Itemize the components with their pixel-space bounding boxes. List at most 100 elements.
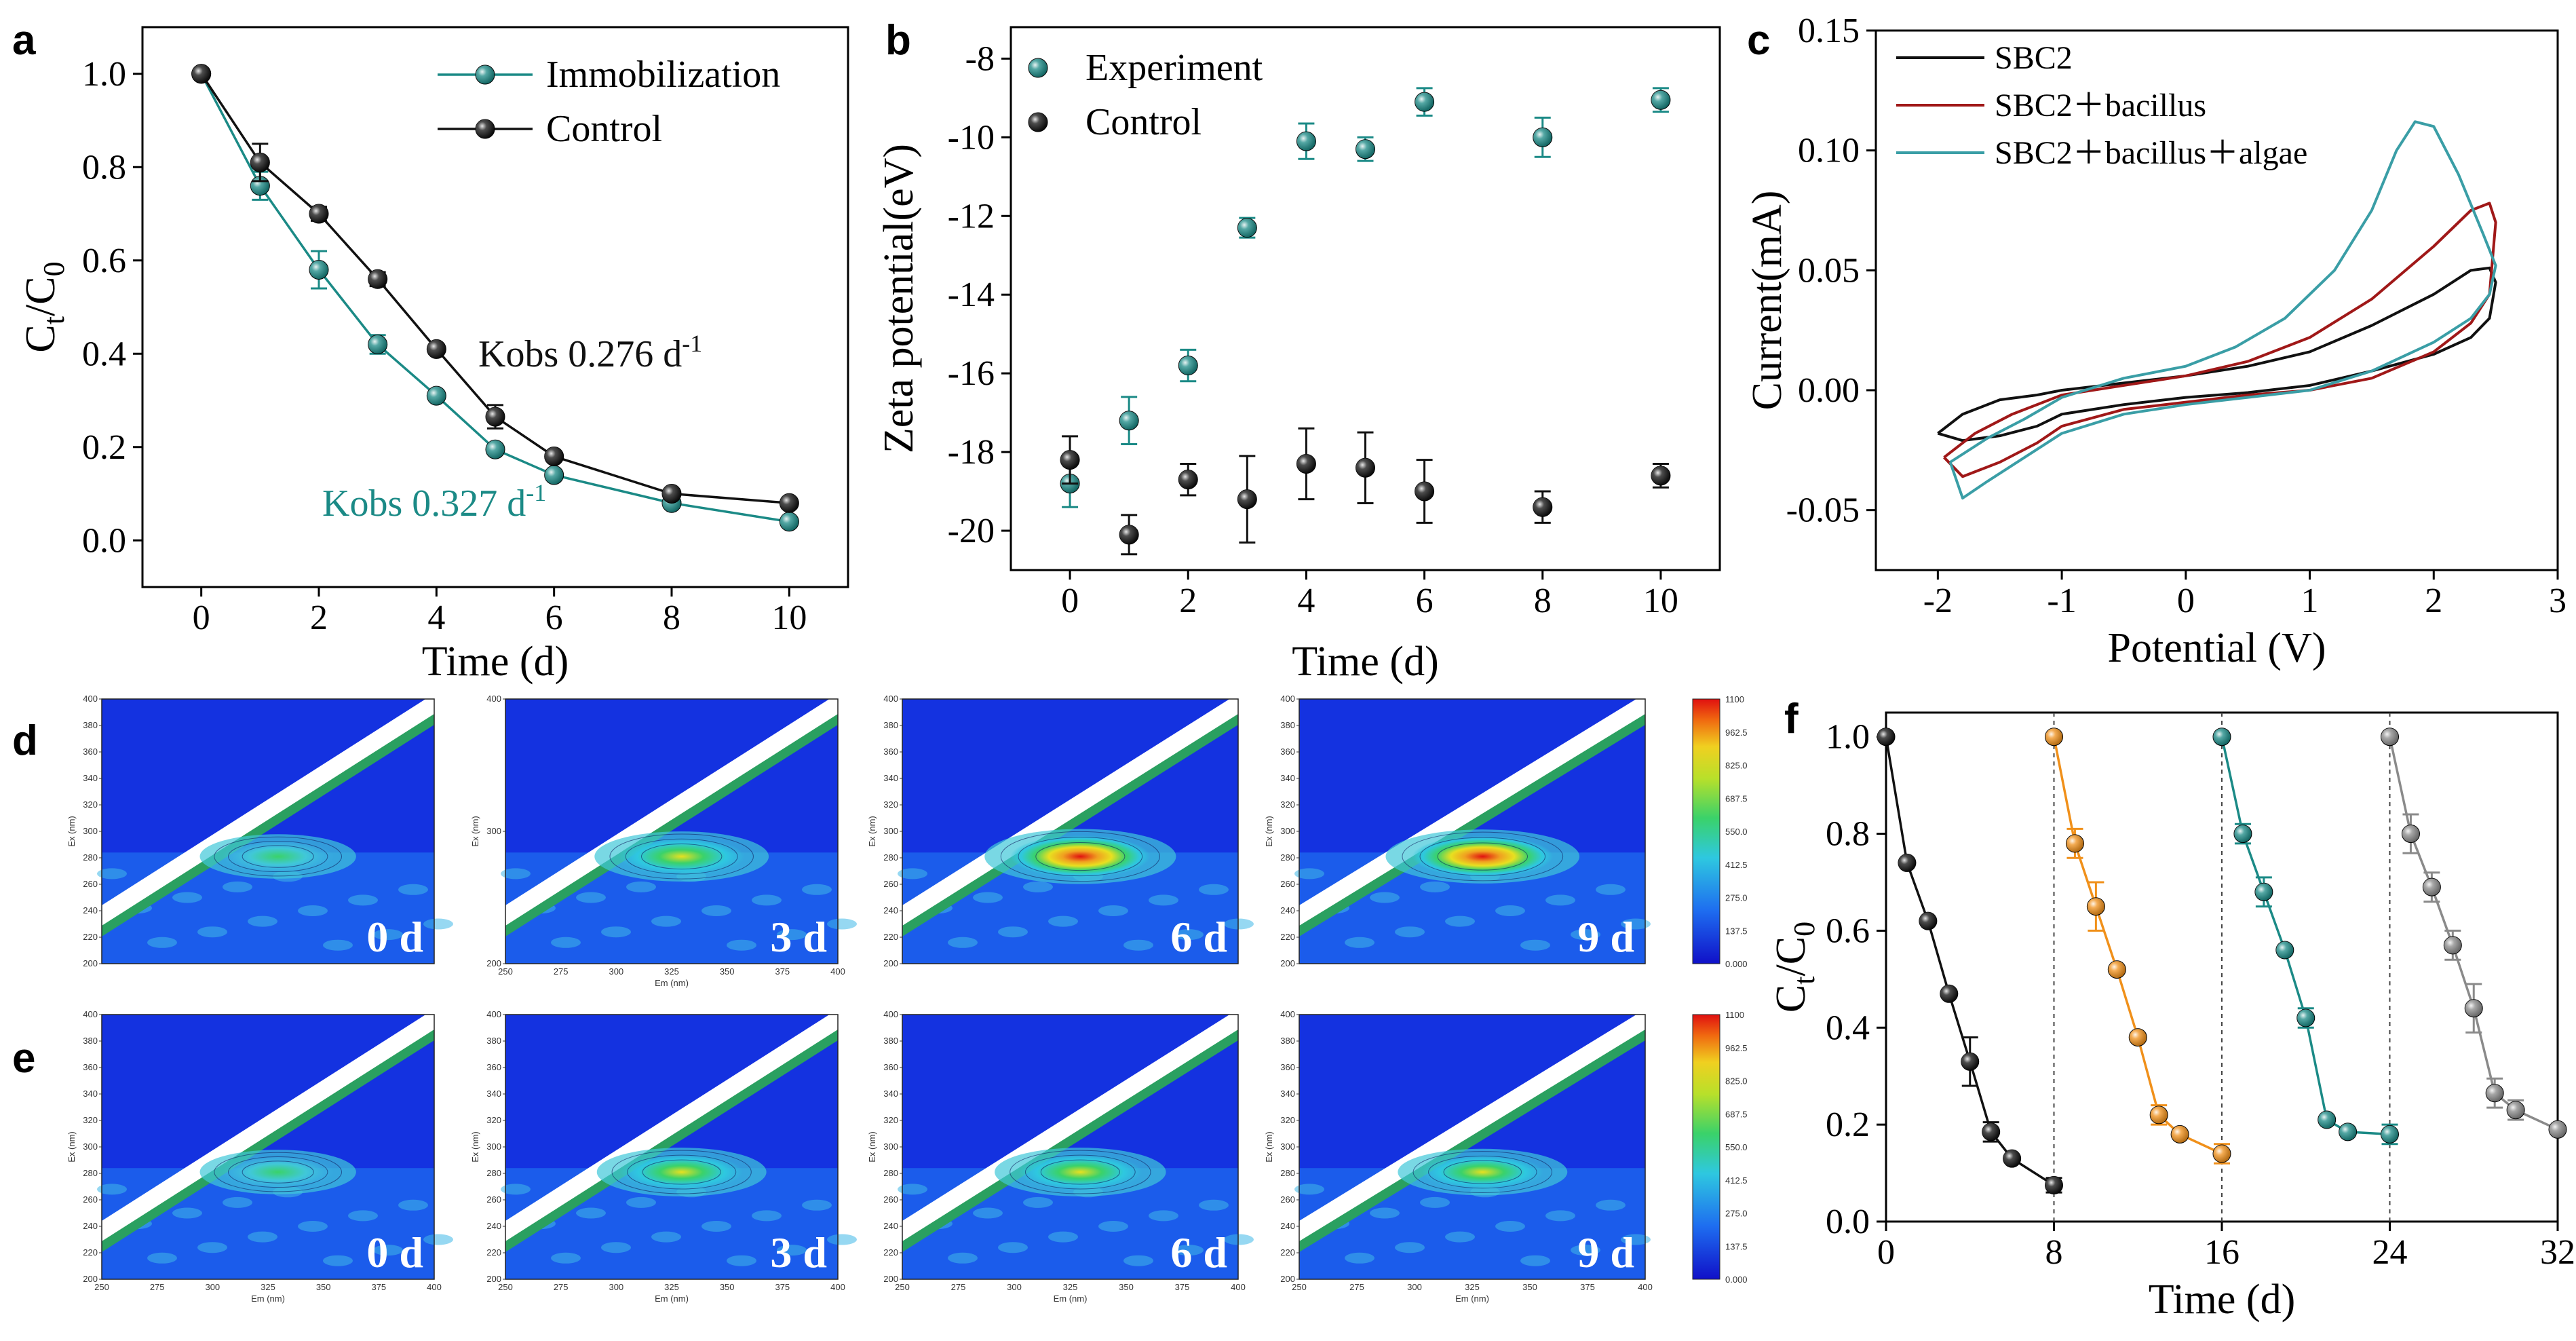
eem-xtick-label: 400 [830,966,845,977]
data-point [426,385,446,406]
panel-b-letter: b [885,17,911,64]
eem-noise [501,868,531,880]
y-tick-label: 0.0 [1826,1203,1870,1241]
eem-contour [214,1152,343,1192]
data-point [1356,457,1375,478]
eem-peak [620,1154,743,1191]
y-tick-label: 0.00 [1798,371,1860,410]
eem-ytick-label: 320 [1280,799,1295,810]
eem-ytick-label: 340 [486,1089,501,1099]
eem-ytick-label: 320 [83,799,98,810]
eem-noise [97,868,127,880]
eem-noise [576,892,606,903]
x-tick-label: 16 [2204,1233,2239,1272]
eem-noise [1174,1245,1204,1256]
eem-xtick-label: 375 [1580,1282,1595,1292]
legend-marker [1028,112,1048,132]
eem-green-edge [505,713,838,937]
eem-noise [777,929,807,941]
eem-ytick-label: 400 [1280,1009,1295,1019]
data-point [368,335,388,354]
series-line [1885,736,2055,1186]
x-axis-label: Potential (V) [2108,625,2326,671]
eem-ytick-label: 220 [486,1247,501,1258]
y-tick-label: 0.15 [1798,12,1860,50]
eem-noise [973,892,1003,903]
eem-ytick-label: 260 [1280,879,1295,889]
data-point [2065,834,2084,853]
eem-colorbar-d: 1100 962.5 825.0 687.5 550.0 412.5 275.0 137.5 0… [1692,694,1748,969]
eem-xtick-label: 300 [609,1282,623,1292]
cv-curve-1 [1943,202,2497,478]
colorbar-label: 137.5 [1725,926,1748,936]
eem-noise [1149,1210,1178,1222]
eem-noise [752,894,782,906]
colorbar-label: 137.5 [1725,1241,1748,1251]
eem-ylabel: Ex (nm) [470,1131,480,1163]
eem-e-1: 200 220 240 260 280 300 320 340 360 380 400 250 275 3… [470,1009,857,1304]
x-tick-label: -2 [1923,582,1953,620]
eem-ytick-label: 220 [883,932,898,942]
y-tick-label: 1.0 [82,55,126,94]
eem-scatter-band [902,1009,1238,1241]
y-tick-label: 0.6 [1826,911,1870,950]
eem-xtick-label: 300 [1007,1282,1022,1292]
eem-ytick-label: 220 [883,1247,898,1258]
eem-ytick-label: 300 [83,1141,98,1152]
eem-ytick-label: 400 [486,694,501,704]
eem-ytick-label: 380 [486,1036,501,1046]
colorbar-label: 550.0 [1725,827,1748,837]
eem-noise [1420,881,1450,892]
eem-noise [323,1255,353,1266]
eem-contour [1428,1155,1537,1189]
data-point [1940,984,1959,1003]
eem-ytick-label: 300 [883,1141,898,1152]
eem-xtick-label: 375 [1175,1282,1190,1292]
series-control [191,64,799,513]
eem-ytick-label: 200 [1280,1274,1295,1284]
data-point [544,447,564,466]
colorbar-label: 962.5 [1725,728,1748,738]
plot-frame [141,26,849,588]
x-tick-label: 6 [545,599,563,637]
eem-peak [618,837,745,876]
colorbar-label: 962.5 [1725,1043,1748,1053]
eem-contour [1024,1154,1136,1190]
panel-c-letter: c [1747,17,1770,64]
y-tick-label: -8 [965,39,995,78]
eem-noise [1596,884,1626,895]
eem-noise [1294,1184,1324,1195]
eem-day-label: 3 d [770,1228,827,1277]
data-point [1919,911,1938,930]
data-point [2422,877,2441,896]
eem-xtick-label: 250 [498,966,513,977]
eem-contour [1035,842,1126,871]
eem-ytick-label: 360 [83,1062,98,1072]
eem-noise [802,884,832,895]
eem-ytick-label: 400 [83,694,98,704]
eem-noise [777,1245,807,1256]
eem-day-label: 0 d [366,1228,423,1277]
data-point [2254,882,2273,901]
data-point [1237,218,1257,238]
eem-ytick-label: 340 [883,1089,898,1099]
eem-noise [948,1252,978,1264]
y-tick-label: 0.2 [1826,1106,1870,1144]
legend-marker [475,119,495,139]
x-tick-label: 0 [193,599,210,637]
eem-noise [651,915,681,927]
eem-xtick-label: 350 [720,1282,735,1292]
y-tick-label: 0.8 [82,148,126,187]
eem-scatter-band [102,694,434,926]
eem-noise [1048,1231,1078,1243]
eem-xtick-label: 400 [1231,1282,1246,1292]
data-point [2086,897,2105,916]
eem-xtick-label: 275 [554,1282,569,1292]
legend-label: SBC2＋bacillus [1995,88,2206,124]
eem-noise [501,1184,531,1195]
x-tick-label: 8 [1534,582,1552,620]
eem-contour [609,833,754,880]
y-axis-label: Zeta potential(eV) [876,144,922,453]
eem-ytick-label: 380 [83,1036,98,1046]
data-point [1533,497,1553,517]
